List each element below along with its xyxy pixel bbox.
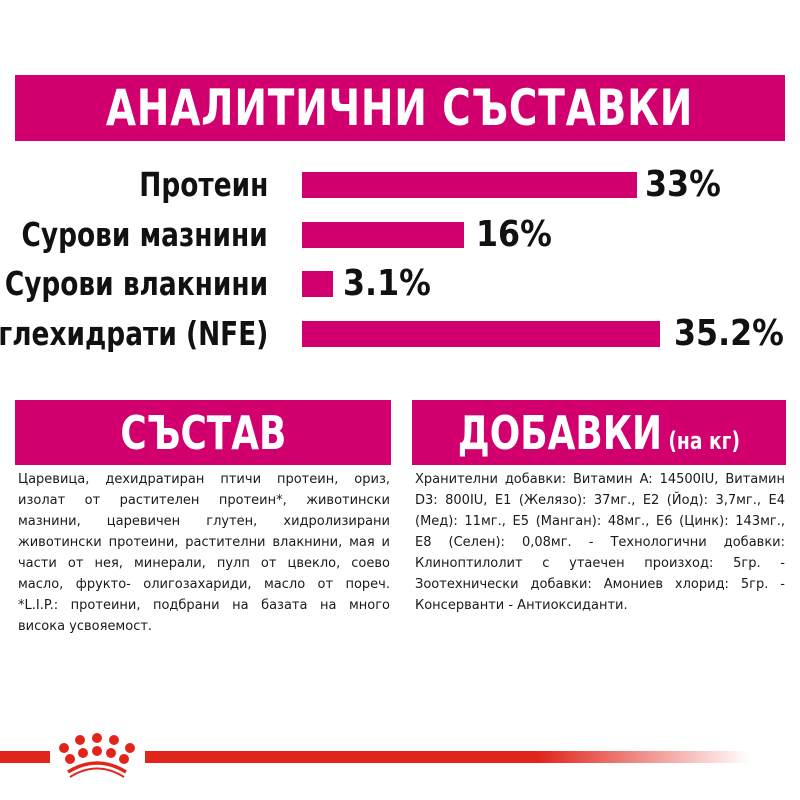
- additives-title-wrap: ДОБАВКИ (на кг): [458, 406, 740, 460]
- additives-text: Хранителни добавки: Витамин A: 14500IU, …: [415, 472, 785, 613]
- footer-line-left: [0, 751, 50, 763]
- row-label: Протеин: [138, 165, 268, 204]
- row-value: 16%: [476, 214, 552, 255]
- additives-subtitle: (на кг): [668, 426, 741, 455]
- bar: [302, 271, 333, 297]
- additives-title: ДОБАВКИ: [457, 405, 663, 460]
- row-value: 33%: [645, 164, 721, 205]
- composition-header: СЪСТАВ: [15, 400, 391, 465]
- row-label: Сурови мазнини: [21, 215, 268, 254]
- header-title: АНАЛИТИЧНИ СЪСТАВКИ: [106, 79, 694, 137]
- bar: [302, 321, 660, 347]
- row-value: 35.2%: [674, 313, 784, 354]
- row-label: Сурови влакнини: [4, 264, 268, 303]
- bar: [302, 222, 464, 248]
- crown-icon: [59, 733, 135, 778]
- row-label: Въглехидрати (NFE): [0, 314, 268, 353]
- nutrient-bar-chart: Протеин 33% Сурови мазнини 16% Сурови вл…: [0, 160, 800, 360]
- footer-line-right: [145, 751, 750, 763]
- composition-title: СЪСТАВ: [120, 405, 286, 460]
- chart-row-crude-fiber: Сурови влакнини 3.1%: [0, 259, 800, 309]
- bar: [302, 172, 637, 198]
- additives-header: ДОБАВКИ (на кг): [412, 400, 786, 465]
- analytical-constituents-header: АНАЛИТИЧНИ СЪСТАВКИ: [15, 75, 785, 141]
- chart-row-carbohydrates: Въглехидрати (NFE) 35.2%: [0, 309, 800, 359]
- row-value: 3.1%: [343, 263, 431, 304]
- chart-row-protein: Протеин 33%: [0, 160, 800, 210]
- chart-row-crude-fat: Сурови мазнини 16%: [0, 210, 800, 260]
- composition-text: Царевица, дехидратиран птичи протеин, ор…: [18, 472, 390, 634]
